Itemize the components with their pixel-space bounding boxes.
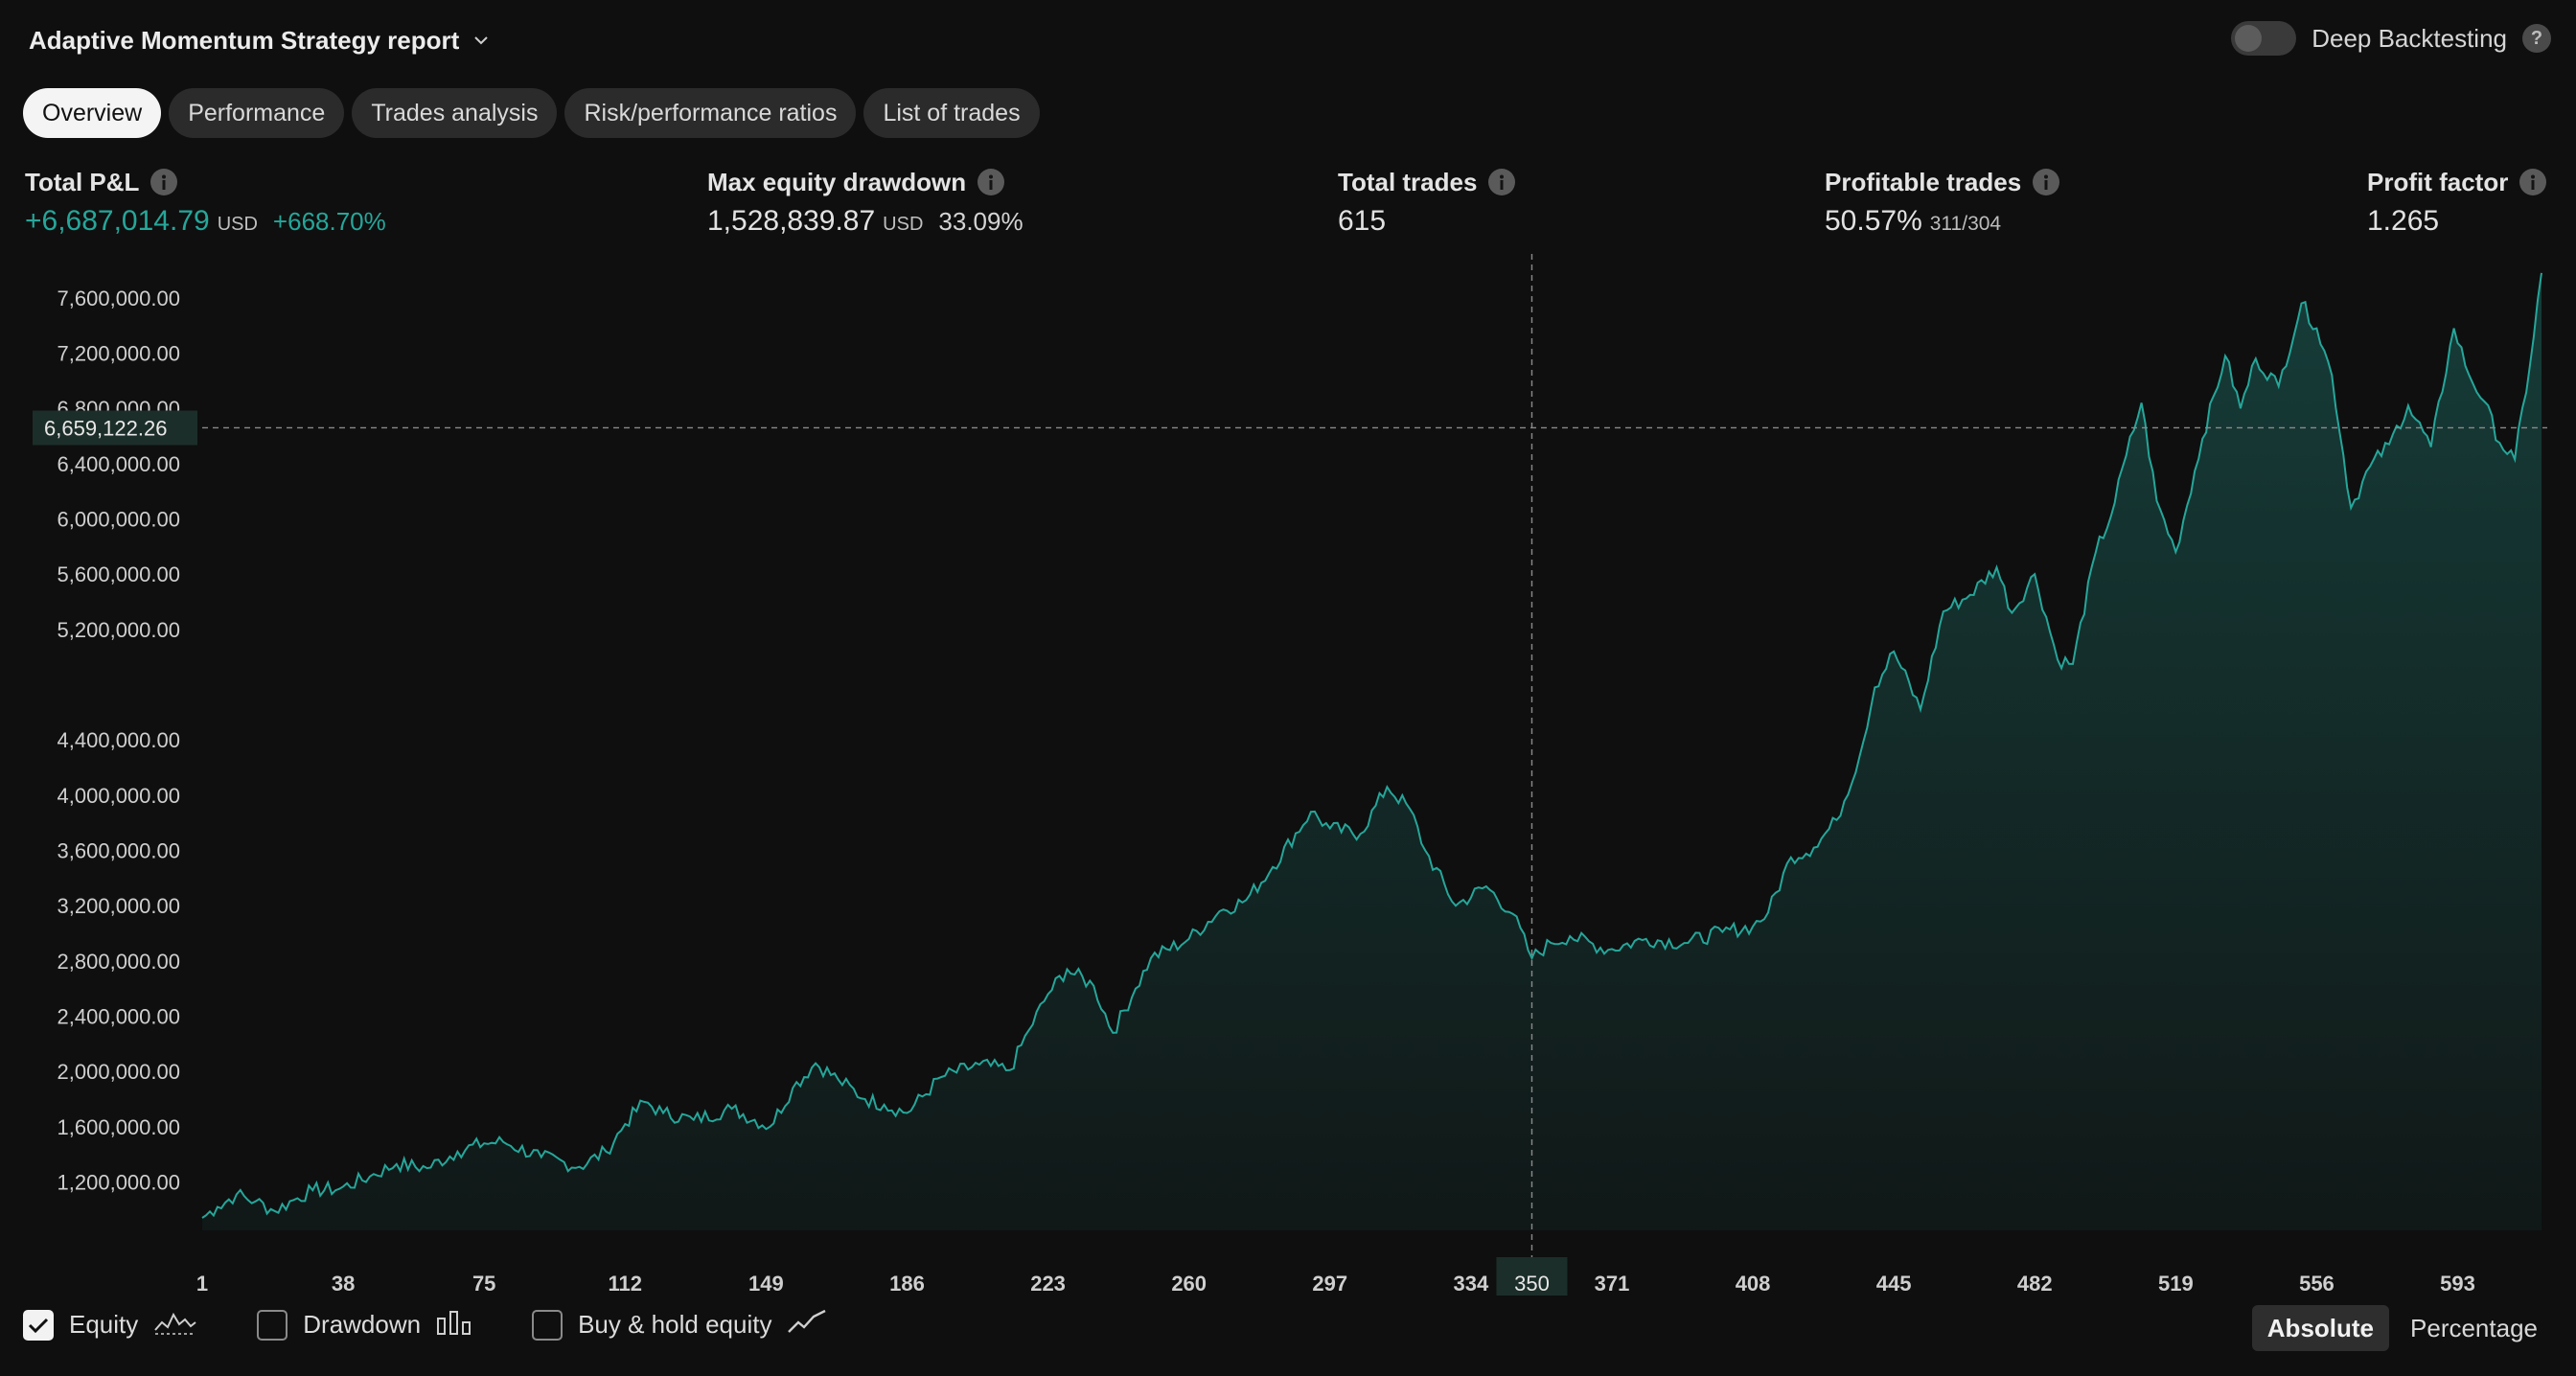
y-tick-label: 1,600,000.00 — [58, 1115, 180, 1139]
tab-overview[interactable]: Overview — [23, 88, 162, 138]
legend-equity-label: Equity — [69, 1310, 139, 1339]
metric-value: 50.57% — [1825, 205, 1922, 237]
legend-drawdown-label: Drawdown — [303, 1310, 422, 1339]
x-tick-label: 334 — [1454, 1272, 1489, 1296]
toggle-knob — [2235, 25, 2263, 52]
metric-value: 615 — [1338, 205, 1387, 237]
legend-equity[interactable]: Equity — [23, 1309, 197, 1341]
y-tick-label: 6,000,000.00 — [58, 508, 180, 532]
metric-profit-factor: Profit factor 1.265 — [2367, 165, 2547, 238]
x-tick-label: 556 — [2299, 1272, 2334, 1296]
metric-currency: USD — [883, 214, 924, 235]
crosshair-y-box — [33, 410, 197, 446]
x-tick-label: 445 — [1876, 1272, 1912, 1296]
chart-legend: Equity Drawdown Buy & hold equity — [23, 1309, 886, 1341]
deep-backtesting: Deep Backtesting ? — [2231, 21, 2551, 56]
x-tick-label: 371 — [1595, 1272, 1630, 1296]
metric-total-trades: Total trades 615 — [1338, 165, 1516, 238]
x-tick-label: 1 — [196, 1272, 208, 1296]
metric-percent: +668.70% — [272, 207, 386, 236]
buy-hold-line-icon — [787, 1309, 827, 1341]
y-tick-label: 6,400,000.00 — [58, 452, 180, 476]
info-icon[interactable] — [2033, 169, 2060, 195]
absolute-button[interactable]: Absolute — [2251, 1305, 2390, 1351]
value-mode-switch: Absolute Percentage — [2251, 1305, 2553, 1351]
info-icon[interactable] — [1488, 169, 1516, 195]
equity-line-icon — [153, 1309, 197, 1341]
y-tick-label: 2,400,000.00 — [58, 1005, 180, 1029]
y-tick-label: 3,200,000.00 — [58, 894, 180, 918]
metric-total-pnl: Total P&L +6,687,014.79 USD +668.70% — [25, 165, 386, 238]
info-icon[interactable] — [978, 169, 1005, 195]
buy-hold-checkbox[interactable] — [532, 1309, 564, 1341]
metric-value: 1.265 — [2367, 205, 2440, 237]
y-tick-label: 5,200,000.00 — [58, 618, 180, 642]
report-header[interactable]: Adaptive Momentum Strategy report — [29, 23, 490, 57]
x-tick-label: 186 — [889, 1272, 925, 1296]
y-tick-label: 4,000,000.00 — [58, 784, 180, 808]
y-tick-label: 5,600,000.00 — [58, 562, 180, 586]
drawdown-bars-icon — [436, 1309, 472, 1341]
tab-performance[interactable]: Performance — [169, 88, 345, 138]
metric-value: +6,687,014.79 — [25, 205, 210, 237]
x-tick-label: 223 — [1030, 1272, 1066, 1296]
report-title[interactable]: Adaptive Momentum Strategy report — [29, 25, 460, 55]
tab-list-of-trades[interactable]: List of trades — [863, 88, 1040, 138]
equity-area — [202, 272, 2542, 1230]
y-tick-label: 2,000,000.00 — [58, 1060, 180, 1084]
metric-label: Profitable trades — [1825, 167, 2022, 196]
tab-risk-performance-ratios[interactable]: Risk/performance ratios — [564, 88, 857, 138]
equity-line — [201, 272, 2542, 1219]
metric-label: Max equity drawdown — [707, 167, 967, 196]
metric-percent: 33.09% — [938, 207, 1024, 236]
x-tick-label: 38 — [332, 1272, 355, 1296]
metric-ratio: 311/304 — [1929, 213, 2002, 235]
x-tick-label: 408 — [1736, 1272, 1771, 1296]
x-tick-label: 297 — [1312, 1272, 1347, 1296]
x-tick-label: 519 — [2158, 1272, 2194, 1296]
y-tick-label: 7,200,000.00 — [58, 342, 180, 366]
deep-backtesting-label: Deep Backtesting — [2312, 23, 2507, 53]
equity-checkbox[interactable] — [23, 1309, 54, 1341]
y-tick-label: 3,600,000.00 — [58, 839, 180, 863]
crosshair-x-box — [1496, 1257, 1568, 1296]
metric-label: Total P&L — [25, 167, 140, 196]
legend-buy-hold-label: Buy & hold equity — [578, 1310, 772, 1339]
y-tick-label: 7,600,000.00 — [58, 287, 180, 310]
percentage-button[interactable]: Percentage — [2410, 1313, 2538, 1342]
y-tick-label: 4,400,000.00 — [58, 728, 180, 752]
x-tick-label: 260 — [1171, 1272, 1207, 1296]
y-tick-label: 1,200,000.00 — [58, 1171, 180, 1195]
help-icon[interactable]: ? — [2522, 24, 2551, 53]
deep-backtesting-toggle[interactable] — [2231, 21, 2297, 56]
metric-profitable-trades: Profitable trades 50.57% 311/304 — [1825, 165, 2060, 238]
report-tabs: Overview Performance Trades analysis Ris… — [23, 88, 1040, 138]
crosshair-x-label: 350 — [1514, 1272, 1550, 1296]
metric-max-drawdown: Max equity drawdown 1,528,839.87 USD 33.… — [707, 165, 1024, 238]
info-icon[interactable] — [2519, 169, 2547, 195]
legend-drawdown[interactable]: Drawdown — [257, 1309, 472, 1341]
y-tick-label: 2,800,000.00 — [58, 950, 180, 974]
x-tick-label: 593 — [2440, 1272, 2475, 1296]
x-tick-label: 482 — [2017, 1272, 2053, 1296]
equity-chart[interactable]: 1,200,000.00 1,600,000.00 2,000,000.00 2,40… — [0, 251, 2576, 1296]
metric-label: Total trades — [1338, 167, 1478, 196]
metric-currency: USD — [217, 214, 258, 235]
tab-trades-analysis[interactable]: Trades analysis — [352, 88, 558, 138]
drawdown-checkbox[interactable] — [257, 1309, 288, 1341]
x-tick-label: 149 — [748, 1272, 784, 1296]
info-icon[interactable] — [150, 169, 178, 195]
crosshair-y-label: 6,659,122.26 — [44, 416, 167, 440]
metric-value: 1,528,839.87 — [707, 205, 876, 237]
chevron-down-icon[interactable] — [472, 32, 490, 49]
x-tick-label: 112 — [609, 1272, 643, 1296]
x-tick-label: 75 — [472, 1272, 495, 1296]
legend-buy-hold[interactable]: Buy & hold equity — [532, 1309, 827, 1341]
metric-label: Profit factor — [2367, 167, 2509, 196]
